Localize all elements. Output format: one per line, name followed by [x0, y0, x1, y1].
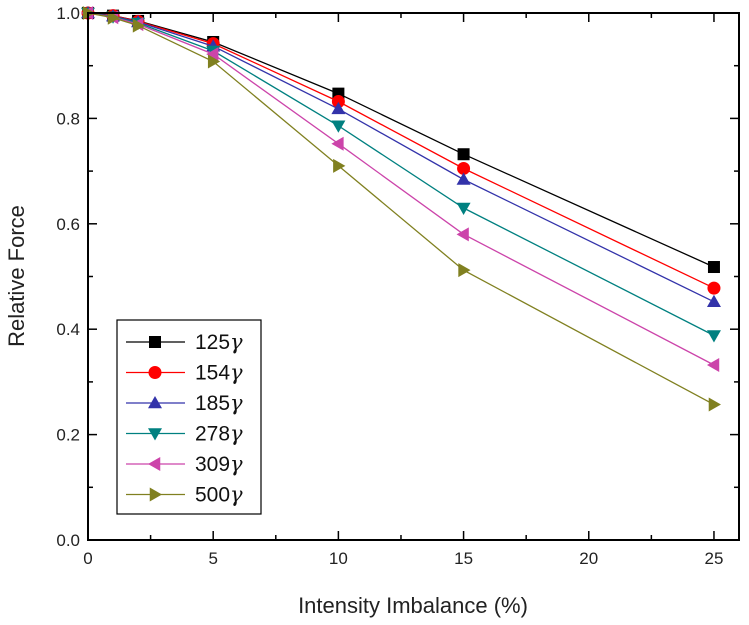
legend-label-number: 500 [195, 484, 230, 507]
y-axis-title: Relative Force [4, 205, 29, 347]
x-tick-label: 25 [705, 549, 724, 568]
data-point-309 [331, 136, 344, 151]
legend-marker [148, 457, 161, 471]
legend-item-309: 309γ [126, 452, 243, 476]
series-278 [81, 7, 721, 343]
legend-label-gamma: γ [230, 483, 243, 507]
legend-label-gamma: γ [230, 330, 243, 354]
legend-label-number: 309 [195, 453, 230, 476]
legend-marker [148, 428, 162, 441]
series-line-154 [87, 12, 715, 289]
y-tick-label: 0.8 [56, 109, 80, 128]
series-500 [82, 6, 721, 412]
data-point-309 [456, 227, 469, 242]
data-point-185 [331, 101, 346, 115]
legend-label-number: 278 [195, 423, 230, 446]
x-tick-label: 15 [454, 549, 473, 568]
data-point-185 [706, 294, 721, 308]
legend-item-154: 154γ [126, 361, 243, 385]
legend-label: 500γ [195, 483, 243, 507]
legend-item-125: 125γ [126, 330, 243, 354]
data-point-500 [107, 10, 121, 25]
legend-label-gamma: γ [230, 452, 243, 476]
series-309 [81, 6, 720, 373]
legend-item-185: 185γ [126, 391, 243, 415]
data-point-500 [207, 54, 221, 69]
x-tick-label: 20 [579, 549, 598, 568]
y-tick-label: 1.0 [56, 4, 80, 23]
series-line-125 [87, 12, 715, 268]
legend-marker [148, 366, 162, 379]
series-125 [82, 7, 720, 274]
legend-label-gamma: γ [230, 422, 243, 446]
legend-label-number: 185 [195, 392, 230, 415]
x-axis-title: Intensity Imbalance (%) [298, 593, 528, 618]
legend-label: 278γ [195, 422, 243, 446]
legend-label: 154γ [195, 361, 243, 385]
legend-label: 309γ [195, 452, 243, 476]
data-point-154 [457, 161, 471, 175]
series-line-309 [87, 12, 715, 366]
legend-marker [149, 487, 162, 502]
legend-item-278: 278γ [126, 422, 243, 446]
legend-label: 125γ [195, 330, 243, 354]
data-point-278 [456, 202, 471, 215]
data-point-500 [708, 397, 721, 412]
legend-marker [148, 396, 162, 409]
data-point-185 [456, 172, 471, 185]
x-tick-label: 0 [83, 549, 92, 568]
legend-marker [149, 336, 161, 348]
axis-layer: 0 5 10 15 20 25 0.0 0.2 0.4 0.6 0.8 1.0 [56, 4, 739, 568]
data-point-125 [707, 261, 720, 274]
data-point-154 [707, 281, 721, 295]
data-point-500 [132, 18, 146, 33]
series-185 [81, 6, 721, 308]
data-point-278 [331, 120, 346, 133]
legend-label-number: 125 [195, 331, 230, 354]
legend-item-500: 500γ [126, 483, 243, 507]
legend-label-gamma: γ [230, 361, 243, 385]
data-point-309 [206, 47, 219, 62]
series-154 [81, 6, 721, 295]
legend-label: 185γ [195, 391, 243, 415]
data-point-500 [333, 158, 346, 173]
series-line-278 [87, 12, 715, 337]
y-tick-label: 0.4 [56, 320, 80, 339]
legend-label-number: 154 [195, 362, 230, 385]
x-tick-label: 10 [329, 549, 348, 568]
data-point-309 [706, 358, 720, 373]
data-point-154 [331, 95, 345, 109]
series-line-185 [87, 12, 715, 303]
data-point-500 [458, 263, 471, 278]
x-tick-label: 5 [208, 549, 217, 568]
legend-label-gamma: γ [230, 391, 243, 415]
legend-box [116, 319, 262, 515]
y-tick-label: 0.0 [56, 531, 80, 550]
y-tick-label: 0.6 [56, 215, 80, 234]
data-point-278 [706, 330, 721, 343]
y-tick-label: 0.2 [56, 426, 80, 445]
data-point-125 [457, 148, 470, 161]
